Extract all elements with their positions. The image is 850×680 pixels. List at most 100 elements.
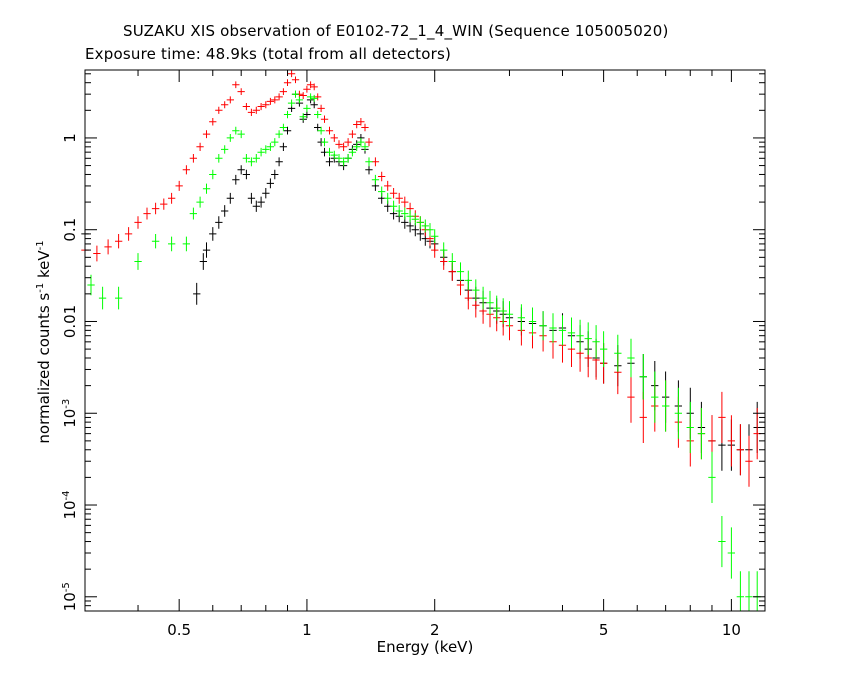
series-2-point xyxy=(651,371,659,423)
series-1-point xyxy=(365,138,373,147)
series-1-point xyxy=(303,85,311,93)
series-0-point xyxy=(257,196,265,208)
x-tick-label: 10 xyxy=(722,621,741,639)
series-2-point xyxy=(539,311,547,341)
y-tick-label: 0.1 xyxy=(61,218,79,242)
series-2-point xyxy=(456,262,465,281)
series-1-point xyxy=(232,81,240,89)
series-2-point xyxy=(344,154,352,163)
series-1-point xyxy=(348,130,357,139)
series-1-point xyxy=(339,142,348,151)
series-2-point xyxy=(348,147,357,157)
series-1-point xyxy=(266,97,274,105)
series-0-point xyxy=(310,101,318,109)
x-tick-label: 5 xyxy=(599,621,609,639)
series-2-point xyxy=(727,527,735,579)
y-axis-label-sup2: -1 xyxy=(35,240,46,251)
series-1-point xyxy=(627,371,635,423)
series-2-point xyxy=(232,126,240,135)
series-1-point xyxy=(115,234,123,249)
series-1-point xyxy=(287,70,296,78)
series-2-point xyxy=(718,516,726,568)
series-2-point xyxy=(592,325,600,359)
series-2-point xyxy=(325,147,334,157)
series-2-point xyxy=(426,223,434,237)
series-1-point xyxy=(330,134,338,142)
series-2-point xyxy=(87,274,95,296)
series-0-point xyxy=(226,192,234,204)
series-2-point xyxy=(291,90,300,98)
series-0-point xyxy=(232,174,240,185)
series-2-point xyxy=(209,169,217,180)
series-0-point xyxy=(252,200,260,212)
series-2-point xyxy=(697,408,706,460)
series-2-point xyxy=(431,229,439,244)
series-1-point xyxy=(175,180,183,191)
series-2-point xyxy=(271,138,279,147)
axis-ticks: 0.5 1 2 5 10 1 0.1 0.01 10-3 10-4 10-5 xyxy=(61,70,765,639)
series-2-point xyxy=(275,130,283,139)
series-2-point xyxy=(242,154,250,163)
series-2-point xyxy=(320,138,329,147)
series-1-point xyxy=(247,108,256,116)
y-tick-label: 10-3 xyxy=(61,399,79,428)
series-2-point xyxy=(472,279,480,301)
series-2-point xyxy=(614,334,622,372)
series-1-point xyxy=(361,123,369,132)
series-1-point xyxy=(104,239,112,255)
series-1-point xyxy=(283,79,292,86)
series-1-point xyxy=(237,88,245,95)
series-2-point xyxy=(247,157,256,167)
series-2-point xyxy=(584,322,592,355)
series-2-point xyxy=(287,99,296,107)
series-2-point xyxy=(378,186,386,197)
series-1-point xyxy=(639,391,647,443)
series-2-point xyxy=(674,387,682,439)
series-2-point xyxy=(505,301,514,328)
series-1-point xyxy=(262,101,270,109)
series-1-point xyxy=(257,103,265,111)
series-1-point xyxy=(151,202,160,215)
series-1-point xyxy=(299,92,307,99)
series-2-point xyxy=(310,94,318,102)
series-1-point xyxy=(353,120,361,129)
series-1-point xyxy=(401,196,409,208)
series-1-point xyxy=(718,391,726,443)
series-1-point xyxy=(189,154,197,163)
series-0-point xyxy=(325,157,334,167)
series-2-point xyxy=(365,157,373,167)
series-2-point xyxy=(168,236,176,252)
series-1-point xyxy=(344,138,352,147)
series-2-point xyxy=(389,200,398,212)
series-2-point xyxy=(202,183,211,194)
series-0-point xyxy=(271,169,279,180)
series-2-point xyxy=(736,571,744,611)
plot-frame xyxy=(84,69,766,612)
series-1-point xyxy=(226,96,234,104)
series-2-point xyxy=(448,253,456,270)
series-2-point xyxy=(353,142,361,151)
series-1-point xyxy=(202,130,211,139)
y-axis-label: normalized counts s-1 keV-1 xyxy=(35,240,53,443)
series-2-point xyxy=(576,319,584,352)
y-axis-label-sup1: -1 xyxy=(35,282,46,293)
series-1-point xyxy=(182,165,190,175)
series-1-point xyxy=(389,188,398,199)
series-2-point xyxy=(479,286,487,310)
y-axis-label-unit: keV xyxy=(35,250,53,283)
series-2-point xyxy=(528,307,537,336)
series-1-point xyxy=(464,286,472,310)
series-2-point xyxy=(182,236,190,252)
series-0-point xyxy=(209,227,217,241)
series-2-point xyxy=(299,113,307,121)
series-2-point xyxy=(314,110,322,119)
series-1-point xyxy=(242,103,250,111)
series-2-point xyxy=(440,242,448,258)
series-2-point xyxy=(371,174,380,185)
series-0-point xyxy=(242,169,250,180)
series-2-point xyxy=(335,154,343,163)
series-2 xyxy=(87,90,761,611)
x-tick-label: 2 xyxy=(430,621,440,639)
series-1-point xyxy=(727,415,735,467)
series-1-point xyxy=(252,106,260,114)
